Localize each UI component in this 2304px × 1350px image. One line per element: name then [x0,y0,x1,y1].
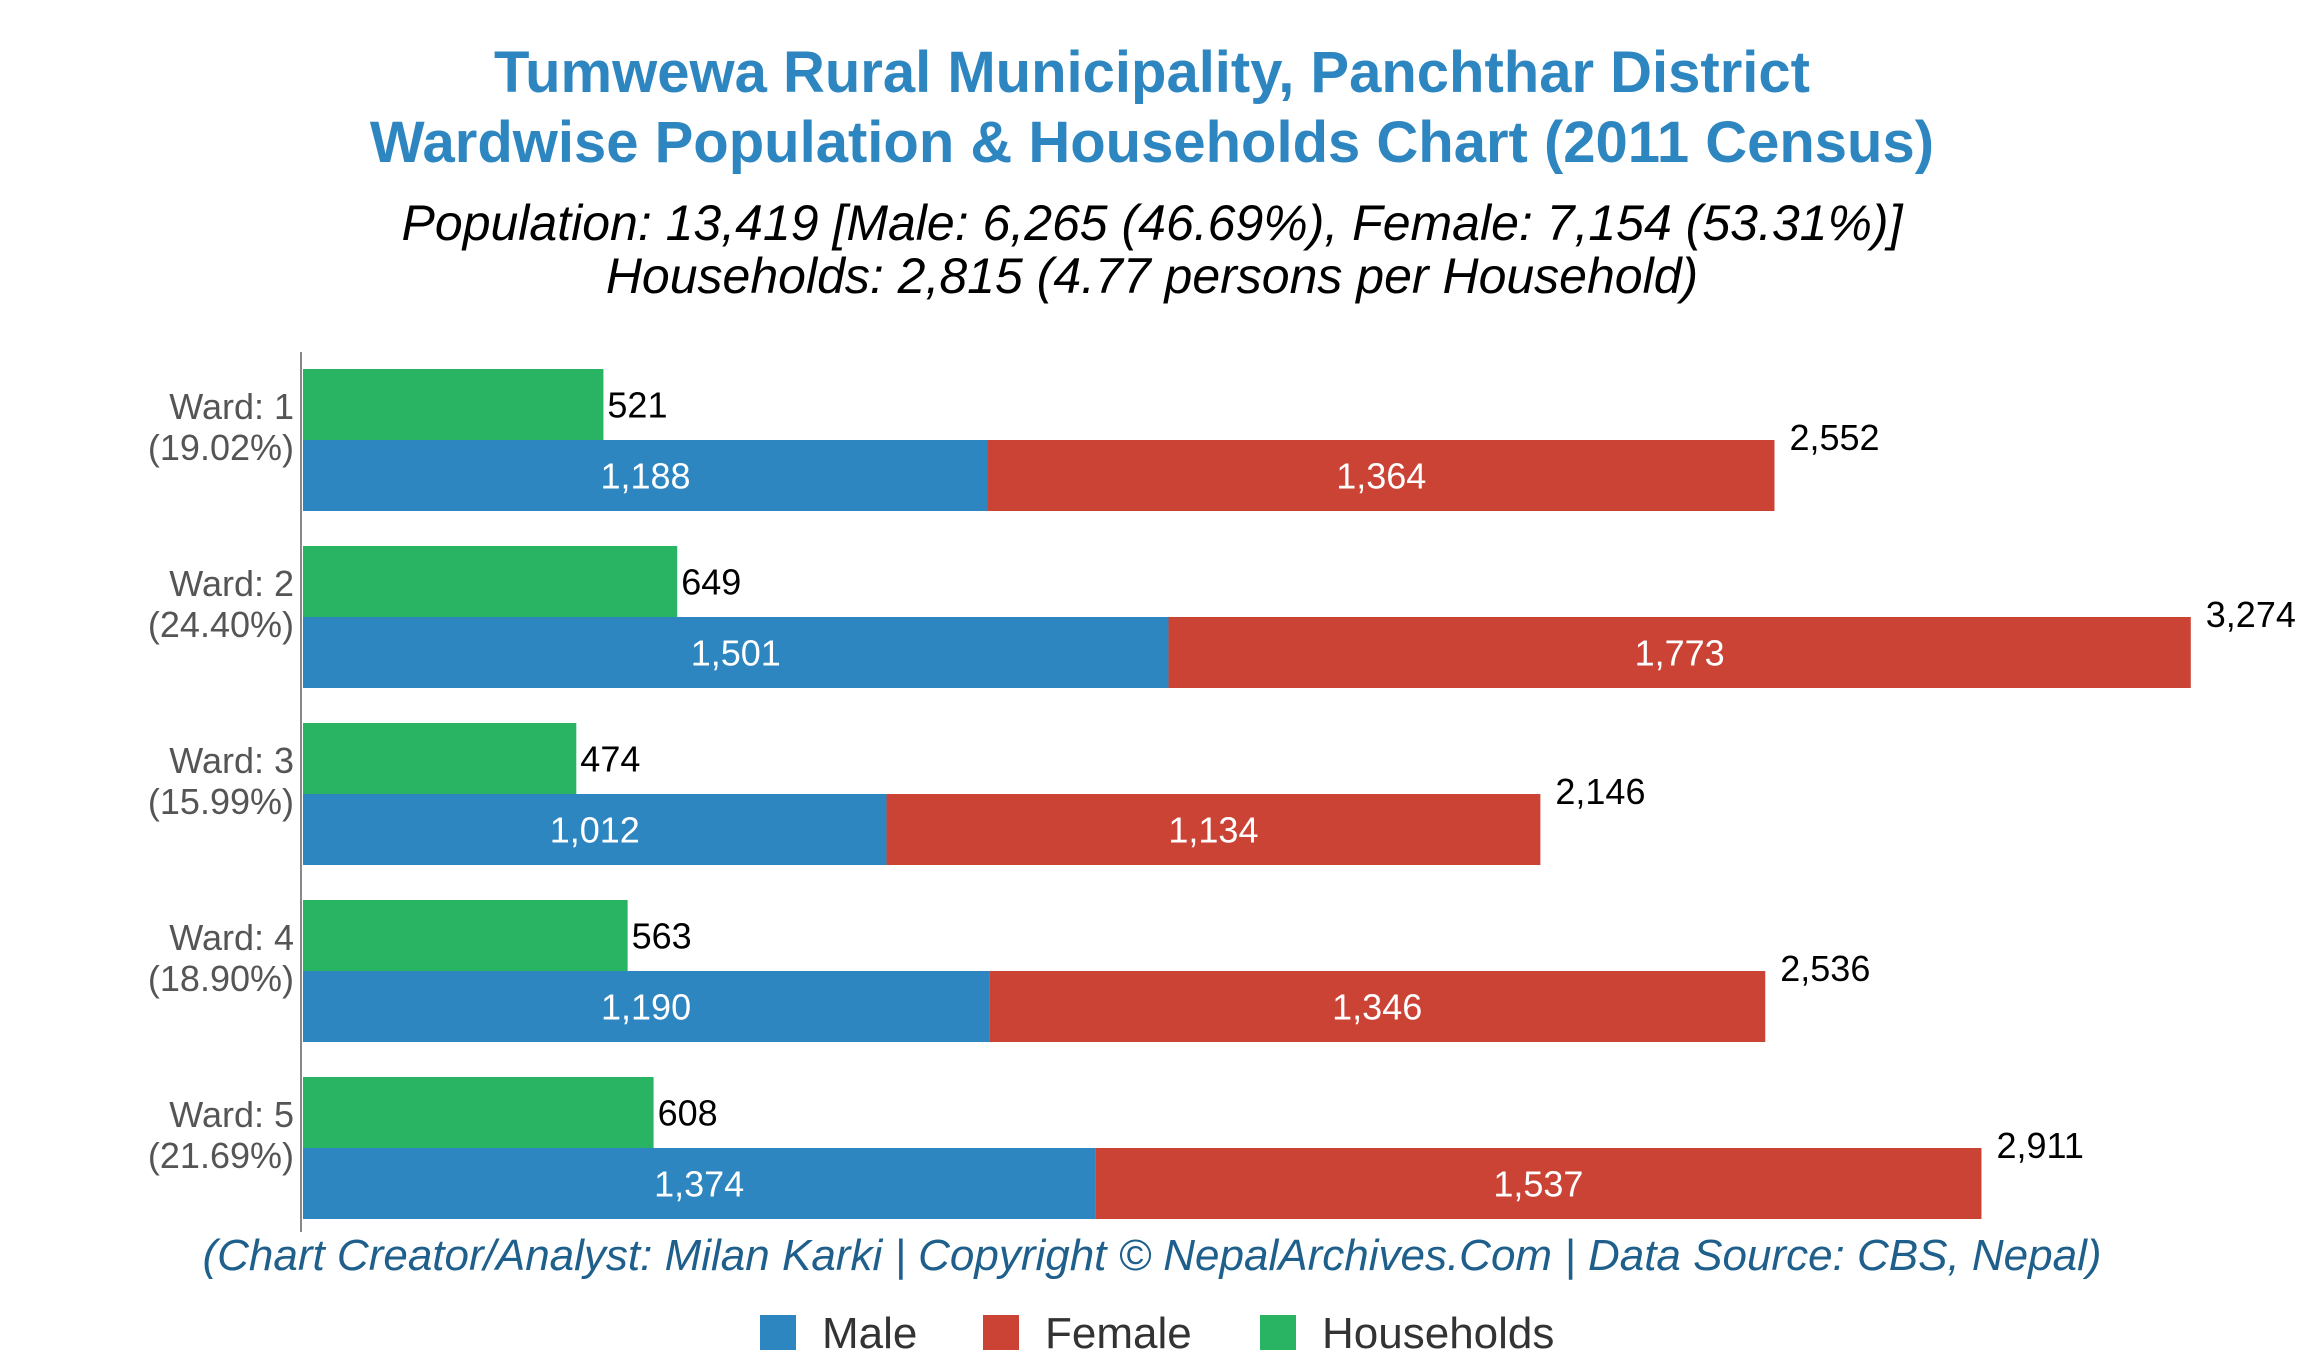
households-bar [303,723,577,794]
households-value-label: 563 [632,916,692,957]
female-value-label: 1,134 [1168,810,1258,851]
female-bar [1095,1148,1982,1219]
households-value-label: 521 [607,385,667,426]
chart-subtitle-line-1: Population: 13,419 [Male: 6,265 (46.69%)… [402,195,1904,251]
male-bar [303,440,989,511]
female-value-label: 1,773 [1635,633,1725,674]
credit-line: (Chart Creator/Analyst: Milan Karki | Co… [202,1231,2101,1280]
households-bar [303,900,628,971]
female-value-label: 1,364 [1336,456,1426,497]
households-value-label: 608 [658,1093,718,1134]
households-value-label: 649 [681,562,741,603]
female-bar [989,971,1766,1042]
ward-label: Ward: 5 [169,1094,294,1135]
ward-share-label: (19.02%) [148,427,294,468]
legend-label-male: Male [822,1309,917,1350]
households-bar [303,369,604,440]
total-population-label: 2,536 [1780,948,1870,989]
female-value-label: 1,346 [1332,987,1422,1028]
legend-swatch-male [760,1315,796,1350]
total-population-label: 2,911 [1996,1125,2083,1166]
male-bar [303,1148,1096,1219]
male-bar [303,971,990,1042]
chart-title-line-1: Tumwewa Rural Municipality, Panchthar Di… [494,40,1810,105]
ward-share-label: (21.69%) [148,1135,294,1176]
bars-layer: 521 1,188 1,364 2,552 Ward: 1(19.02%) 649 1,50… [148,369,2296,1219]
male-value-label: 1,374 [654,1164,744,1205]
female-bar [1168,617,2191,688]
male-value-label: 1,012 [550,810,640,851]
chart-title-line-2: Wardwise Population & Households Chart (… [370,110,1934,175]
male-value-label: 1,188 [600,456,690,497]
legend-swatch-households [1260,1315,1296,1350]
ward-share-label: (15.99%) [148,781,294,822]
chart-subtitle-line-2: Households: 2,815 (4.77 persons per Hous… [606,248,1698,304]
ward-label: Ward: 4 [169,917,294,958]
households-bar [303,1077,654,1148]
legend-label-female: Female [1045,1309,1192,1350]
legend-label-households: Households [1322,1309,1554,1350]
female-bar [886,794,1541,865]
male-value-label: 1,501 [691,633,781,674]
ward-label: Ward: 2 [169,563,294,604]
total-population-label: 3,274 [2206,594,2296,635]
ward-share-label: (18.90%) [148,958,294,999]
households-value-label: 474 [580,739,640,780]
female-bar [988,440,1775,511]
ward-share-label: (24.40%) [148,604,294,645]
total-population-label: 2,552 [1789,417,1879,458]
male-value-label: 1,190 [601,987,691,1028]
male-bar [303,794,887,865]
legend-swatch-female [983,1315,1019,1350]
female-value-label: 1,537 [1493,1164,1583,1205]
ward-label: Ward: 1 [169,386,294,427]
ward-label: Ward: 3 [169,740,294,781]
legend: Male Female Households [760,1309,1554,1350]
households-bar [303,546,678,617]
male-bar [303,617,1169,688]
total-population-label: 2,146 [1555,771,1645,812]
